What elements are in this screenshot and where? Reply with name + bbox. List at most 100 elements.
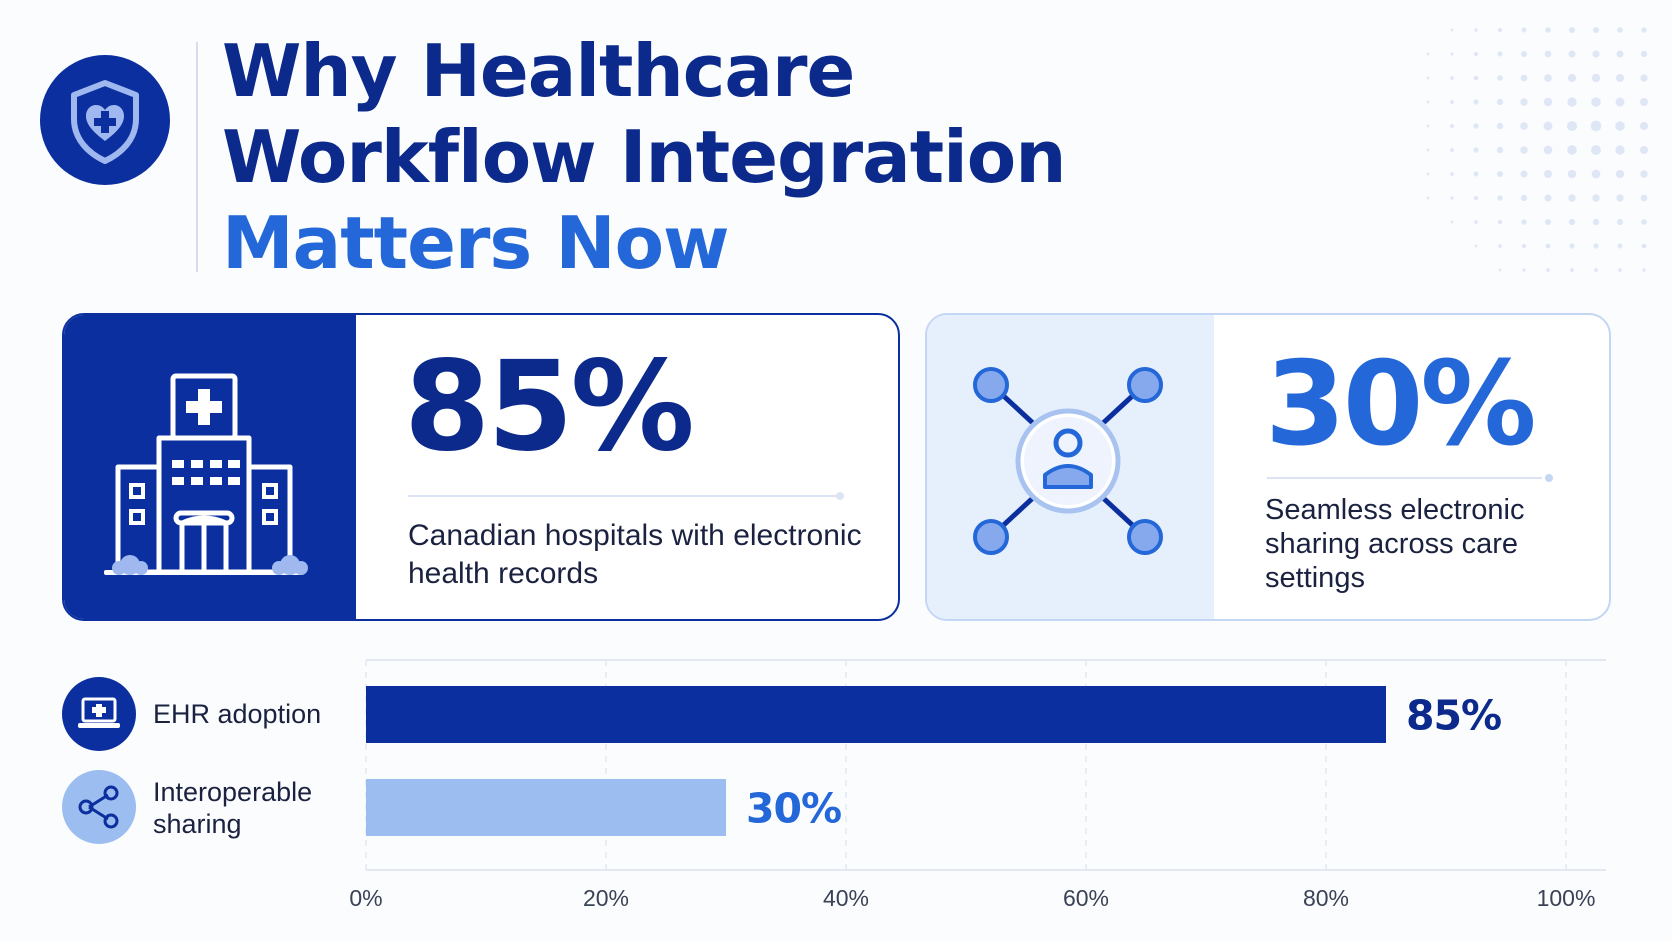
decorative-dot	[1498, 268, 1502, 272]
decorative-dot	[1568, 194, 1576, 202]
decorative-dot	[1593, 243, 1599, 249]
stat-card-ehr: 85% Canadian hospitals with electronic h…	[62, 313, 900, 621]
decorative-dot	[1474, 28, 1478, 32]
decorative-dot	[1497, 75, 1503, 81]
decorative-dot	[1544, 50, 1552, 58]
decorative-dot	[1592, 194, 1600, 202]
x-tick-label: 0%	[349, 885, 382, 911]
decorative-dot	[1449, 123, 1455, 129]
divider-dot	[836, 492, 844, 500]
decorative-dot	[1616, 74, 1624, 82]
share-icon	[78, 785, 119, 829]
x-tick-label: 80%	[1303, 885, 1349, 911]
decorative-dot	[1496, 146, 1504, 154]
decorative-dot	[1450, 52, 1454, 56]
decorative-dot	[1450, 220, 1454, 224]
decorative-dot	[1450, 100, 1454, 104]
decorative-dot	[1640, 50, 1648, 58]
x-tick-label: 40%	[823, 885, 869, 911]
decorative-dot	[1497, 171, 1503, 177]
decorative-dot	[1543, 145, 1553, 155]
decorative-dot	[1426, 196, 1430, 200]
category-label-sharing: Interoperable sharing	[153, 777, 313, 839]
title-line-2: Workflow Integration	[222, 115, 1067, 199]
decorative-dot	[1641, 243, 1647, 249]
decorative-dot	[1449, 147, 1455, 153]
decorative-dot	[1474, 244, 1478, 248]
stat-description: Seamless electronic sharing across care …	[1265, 494, 1525, 594]
decorative-dot	[1496, 98, 1504, 106]
bar-value-label: 30%	[746, 785, 841, 833]
decorative-dot	[1473, 123, 1479, 129]
bar-value-label: 85%	[1406, 692, 1501, 740]
decorative-dot	[1591, 169, 1601, 179]
stat-card-sharing: 30% Seamless electronic sharing across c…	[925, 313, 1611, 621]
divider	[1267, 477, 1542, 479]
decorative-dot	[1473, 99, 1479, 105]
decorative-dot	[1615, 97, 1625, 107]
decorative-dot	[1590, 120, 1602, 132]
decorative-dot	[1497, 195, 1503, 201]
decorative-dot	[1591, 73, 1601, 83]
decorative-dot	[1640, 170, 1648, 178]
decorative-dot	[1594, 268, 1598, 272]
laptop-medical-icon-badge	[62, 677, 136, 751]
decorative-dot	[1569, 27, 1575, 33]
decorative-dot	[1567, 145, 1577, 155]
laptop-medical-icon	[78, 697, 120, 728]
x-tick-label: 60%	[1063, 885, 1109, 911]
decorative-dot	[1592, 218, 1600, 226]
decorative-dot	[1641, 219, 1647, 225]
decorative-dot	[1473, 75, 1479, 81]
decorative-dot	[1640, 98, 1648, 106]
shield-heart-icon	[71, 80, 139, 164]
decorative-dot	[1426, 172, 1430, 176]
decorative-dot	[1473, 147, 1479, 153]
decorative-dot	[1616, 50, 1624, 58]
decorative-dot	[1567, 169, 1577, 179]
x-tick-label: 20%	[583, 885, 629, 911]
decorative-dot	[1591, 145, 1601, 155]
decorative-dot	[1615, 145, 1625, 155]
decorative-dot	[1616, 194, 1624, 202]
decorative-dot	[1521, 51, 1527, 57]
decorative-dot	[1546, 268, 1550, 272]
decorative-dot	[1615, 121, 1625, 131]
decorative-dot	[1639, 145, 1649, 155]
decorative-dot	[1544, 170, 1552, 178]
decorative-dot	[1640, 74, 1648, 82]
decorative-dot	[1450, 28, 1454, 32]
decorative-dot	[1567, 73, 1577, 83]
decorative-dot	[1640, 194, 1648, 202]
decorative-dot	[1544, 194, 1552, 202]
page-title: Why Healthcare Workflow Integration Matt…	[222, 28, 1067, 286]
hospital-icon	[104, 373, 308, 575]
decorative-dot	[1639, 121, 1649, 131]
decorative-dot	[1642, 268, 1646, 272]
decorative-dot	[1569, 243, 1575, 249]
decorative-dot	[1545, 27, 1551, 33]
decorative-dot	[1473, 51, 1479, 57]
decorative-dot	[1618, 268, 1622, 272]
decorative-dot	[1473, 171, 1479, 177]
adoption-chart: EHR adoption Interoperable sharing 0% 20%…	[0, 650, 1672, 941]
decorative-dot	[1426, 52, 1430, 56]
decorative-dot	[1496, 122, 1504, 130]
decorative-dot	[1497, 219, 1503, 225]
decorative-dot	[1450, 76, 1454, 80]
decorative-dot	[1617, 243, 1623, 249]
decorative-dot-pattern	[1426, 27, 1649, 272]
decorative-dot	[1520, 146, 1528, 154]
decorative-dot	[1566, 120, 1578, 132]
decorative-dot	[1426, 76, 1430, 80]
bar	[366, 686, 1386, 743]
decorative-dot	[1570, 268, 1574, 272]
decorative-dot	[1593, 27, 1599, 33]
share-icon-badge	[62, 770, 136, 844]
header-badge	[40, 55, 170, 185]
title-line-3: Matters Now	[222, 201, 730, 285]
decorative-dot	[1568, 218, 1576, 226]
divider	[408, 495, 838, 497]
decorative-dot	[1520, 74, 1528, 82]
decorative-dot	[1616, 218, 1624, 226]
